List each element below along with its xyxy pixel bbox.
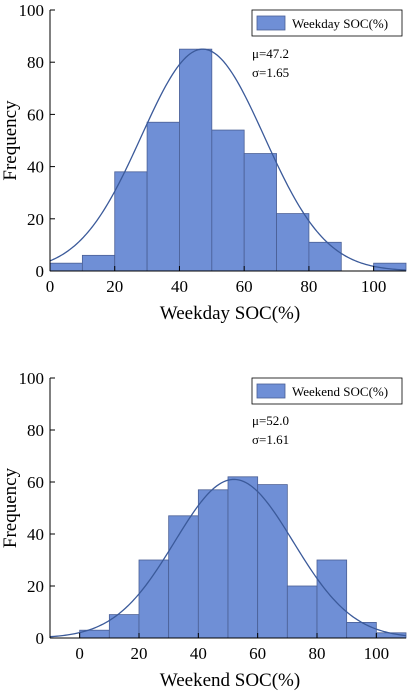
histogram-bar [243, 153, 277, 272]
histogram-bar [146, 121, 180, 272]
x-tick-label: 40 [190, 644, 207, 663]
y-tick-label: 80 [27, 421, 44, 440]
x-tick-label: 80 [309, 644, 326, 663]
histogram-bar [138, 559, 170, 639]
x-tick-label: 100 [364, 644, 390, 663]
y-tick-label: 60 [27, 105, 44, 124]
x-axis-title: Weekday SOC(%) [160, 303, 300, 324]
normal-fit-curve [49, 48, 407, 271]
y-tick-label: 0 [36, 629, 45, 648]
legend-label: Weekend SOC(%) [292, 384, 388, 399]
x-tick-label: 0 [46, 277, 55, 296]
y-tick-label: 20 [27, 577, 44, 596]
x-tick-label: 20 [106, 277, 123, 296]
x-tick-label: 60 [249, 644, 266, 663]
histogram-bar [168, 515, 199, 639]
histogram-bar [114, 171, 148, 272]
x-tick-label: 60 [236, 277, 253, 296]
y-axis-title: Frequency [0, 467, 21, 548]
y-tick-label: 20 [27, 210, 44, 229]
y-tick-label: 0 [36, 262, 45, 281]
histogram-bar [257, 484, 288, 639]
sigma-annotation: σ=1.61 [252, 432, 289, 447]
histogram-bar [81, 254, 116, 272]
histogram-bar [346, 622, 377, 639]
histogram-bar [197, 489, 229, 639]
y-tick-label: 40 [27, 525, 44, 544]
mean-annotation: μ=52.0 [252, 413, 289, 428]
legend-box [251, 9, 403, 37]
x-tick-label: 40 [171, 277, 188, 296]
x-tick-label: 80 [300, 277, 317, 296]
weekend-histogram-panel: 0 20 40 60 80 100 0 20 40 60 80 100 Weekend SOC(%) Fr… [0, 369, 407, 691]
histogram-bar [286, 585, 318, 639]
sigma-annotation: σ=1.65 [252, 65, 289, 80]
y-tick-label: 100 [19, 369, 45, 388]
mean-annotation: μ=47.2 [252, 46, 289, 61]
y-tick-label: 40 [27, 158, 44, 177]
y-axis-title: Frequency [0, 100, 21, 181]
legend-swatch [256, 15, 286, 31]
legend-swatch [256, 383, 286, 399]
y-tick-label: 80 [27, 53, 44, 72]
y-tick-label: 100 [19, 1, 45, 20]
histogram-bar [179, 48, 213, 272]
histogram-bar [276, 213, 310, 272]
histogram-bar [211, 129, 245, 272]
weekday-histogram-panel: 0 20 40 60 80 100 0 20 40 60 80 100 Weekday SOC(%) Fr… [0, 1, 407, 324]
histogram-bar [227, 476, 259, 639]
histogram-bar [316, 559, 348, 639]
x-tick-label: 20 [131, 644, 148, 663]
legend-label: Weekday SOC(%) [292, 16, 388, 31]
normal-fit-curve [49, 478, 407, 638]
x-axis-title: Weekend SOC(%) [160, 670, 300, 691]
x-tick-label: 0 [75, 644, 84, 663]
histogram-bar [308, 241, 342, 272]
y-tick-label: 60 [27, 473, 44, 492]
histogram-bar [49, 262, 83, 272]
x-tick-label: 100 [361, 277, 387, 296]
